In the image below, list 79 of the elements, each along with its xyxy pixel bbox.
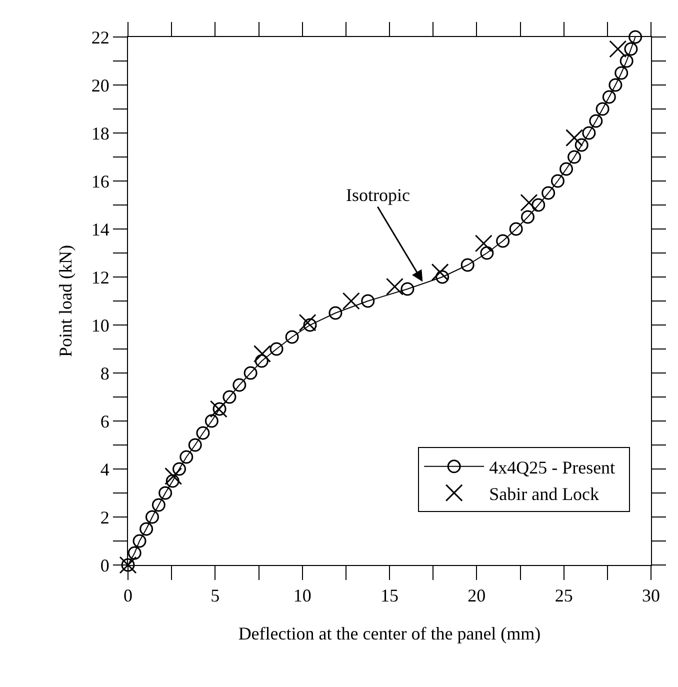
y-tick-label: 16 [91, 171, 110, 192]
point [172, 462, 186, 476]
point [436, 270, 450, 284]
x-tick-label: 25 [554, 586, 573, 606]
y-tick-label: 18 [91, 123, 110, 144]
point [480, 246, 494, 260]
point [244, 366, 258, 380]
y-tick-label: 2 [100, 507, 110, 528]
y-tick-label: 8 [100, 363, 110, 384]
point [602, 90, 616, 104]
point [509, 222, 523, 236]
point [166, 474, 180, 488]
point [496, 234, 510, 248]
point [532, 198, 546, 212]
point [298, 314, 316, 332]
point [140, 522, 154, 536]
point [386, 278, 404, 296]
x-tick-label: 15 [380, 586, 398, 606]
point [204, 414, 218, 428]
point [589, 114, 603, 128]
y-tick-label: 6 [100, 411, 110, 432]
point [568, 150, 582, 164]
point [400, 282, 414, 296]
y-tick-label: 4 [100, 459, 110, 480]
point [253, 345, 271, 363]
point [620, 54, 634, 68]
point [212, 402, 226, 416]
point [152, 498, 166, 512]
point [520, 194, 538, 212]
point [158, 486, 172, 500]
point [132, 534, 146, 548]
point [542, 186, 556, 200]
point [431, 263, 449, 281]
point [614, 66, 628, 80]
point [608, 78, 622, 92]
point [566, 129, 584, 147]
point [342, 292, 360, 310]
point [624, 42, 638, 56]
y-tick-label: 12 [91, 267, 110, 288]
y-tick-label: 22 [91, 27, 110, 48]
x-tick-label: 10 [293, 586, 312, 606]
point [210, 400, 228, 418]
point [550, 174, 564, 188]
point [628, 30, 642, 44]
point [596, 102, 610, 116]
y-axis-title: Point load (kN) [56, 245, 76, 357]
point [254, 354, 268, 368]
point [582, 126, 596, 140]
point [574, 138, 588, 152]
point [164, 467, 182, 485]
point [303, 318, 317, 332]
x-axis-title: Deflection at the center of the panel (mm) [238, 624, 541, 644]
point [460, 258, 474, 272]
x-tick-label: 30 [642, 586, 660, 606]
point [145, 510, 159, 524]
y-tick-label: 20 [91, 75, 110, 96]
x-tick-label: 5 [210, 586, 220, 606]
point [609, 40, 627, 58]
x-tick-label: 0 [124, 586, 132, 606]
point [222, 390, 236, 404]
point [188, 438, 202, 452]
point [285, 330, 299, 344]
y-tick-label: 14 [91, 219, 110, 240]
point [196, 426, 210, 440]
point [232, 378, 246, 392]
annotation: Isotropic [346, 185, 410, 205]
y-tick-label: 0 [100, 555, 110, 576]
point [180, 450, 194, 464]
point [128, 546, 142, 560]
point [560, 162, 574, 176]
y-tick-label: 10 [91, 315, 110, 336]
legend-label: Sabir and Lock [489, 484, 608, 504]
point [361, 294, 375, 308]
point [474, 234, 492, 252]
point [270, 342, 284, 356]
x-tick-label: 20 [468, 586, 486, 606]
legend-label: 4x4Q25 - Present [489, 457, 624, 478]
point [521, 210, 534, 224]
point [328, 306, 342, 320]
